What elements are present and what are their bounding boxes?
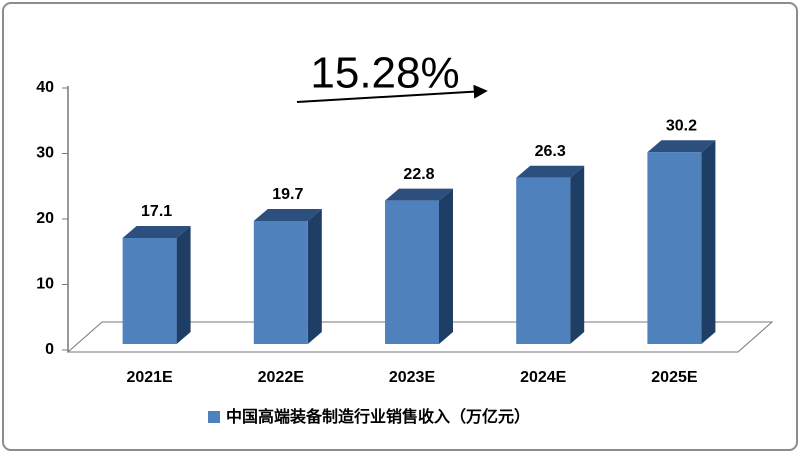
x-tick-label: 2022E	[258, 369, 305, 386]
x-tick-label: 2024E	[520, 369, 567, 386]
bar-side	[439, 188, 453, 344]
x-tick-label: 2023E	[389, 369, 436, 386]
bar	[253, 220, 308, 344]
bar-side	[570, 165, 585, 344]
value-label: 19.7	[272, 186, 303, 203]
value-label: 22.8	[403, 166, 434, 183]
value-label: 26.3	[535, 143, 566, 160]
x-tick-label: 2021E	[126, 369, 173, 386]
bar-top	[647, 140, 716, 153]
bar	[647, 152, 702, 344]
y-tick-label: 20	[36, 210, 54, 227]
bar-top	[253, 208, 322, 221]
bar-side	[176, 225, 191, 344]
bar	[516, 177, 571, 344]
y-tick-label: 10	[36, 276, 54, 293]
bar-side	[307, 208, 322, 344]
bar-top	[385, 188, 453, 201]
legend-swatch	[208, 411, 220, 423]
y-tick-label: 40	[36, 79, 54, 96]
y-tick-label: 0	[45, 341, 54, 358]
bar	[122, 237, 177, 344]
bar-side	[701, 140, 716, 344]
growth-annotation: 15.28%	[310, 49, 459, 98]
plot: 0 10 20 30 40 2021E 17.1 2022E 19.7 2023E 22.8 2024…	[36, 79, 716, 386]
value-label: 17.1	[141, 203, 172, 220]
x-tick-label: 2025E	[651, 369, 698, 386]
legend-label: 中国高端装备制造行业销售收入（万亿元）	[226, 407, 530, 426]
trend-arrow	[296, 84, 488, 103]
bar	[385, 200, 439, 344]
bar-top	[122, 225, 191, 238]
bar-top	[516, 165, 585, 178]
y-tick-label: 30	[36, 145, 54, 162]
value-label: 30.2	[666, 117, 697, 134]
